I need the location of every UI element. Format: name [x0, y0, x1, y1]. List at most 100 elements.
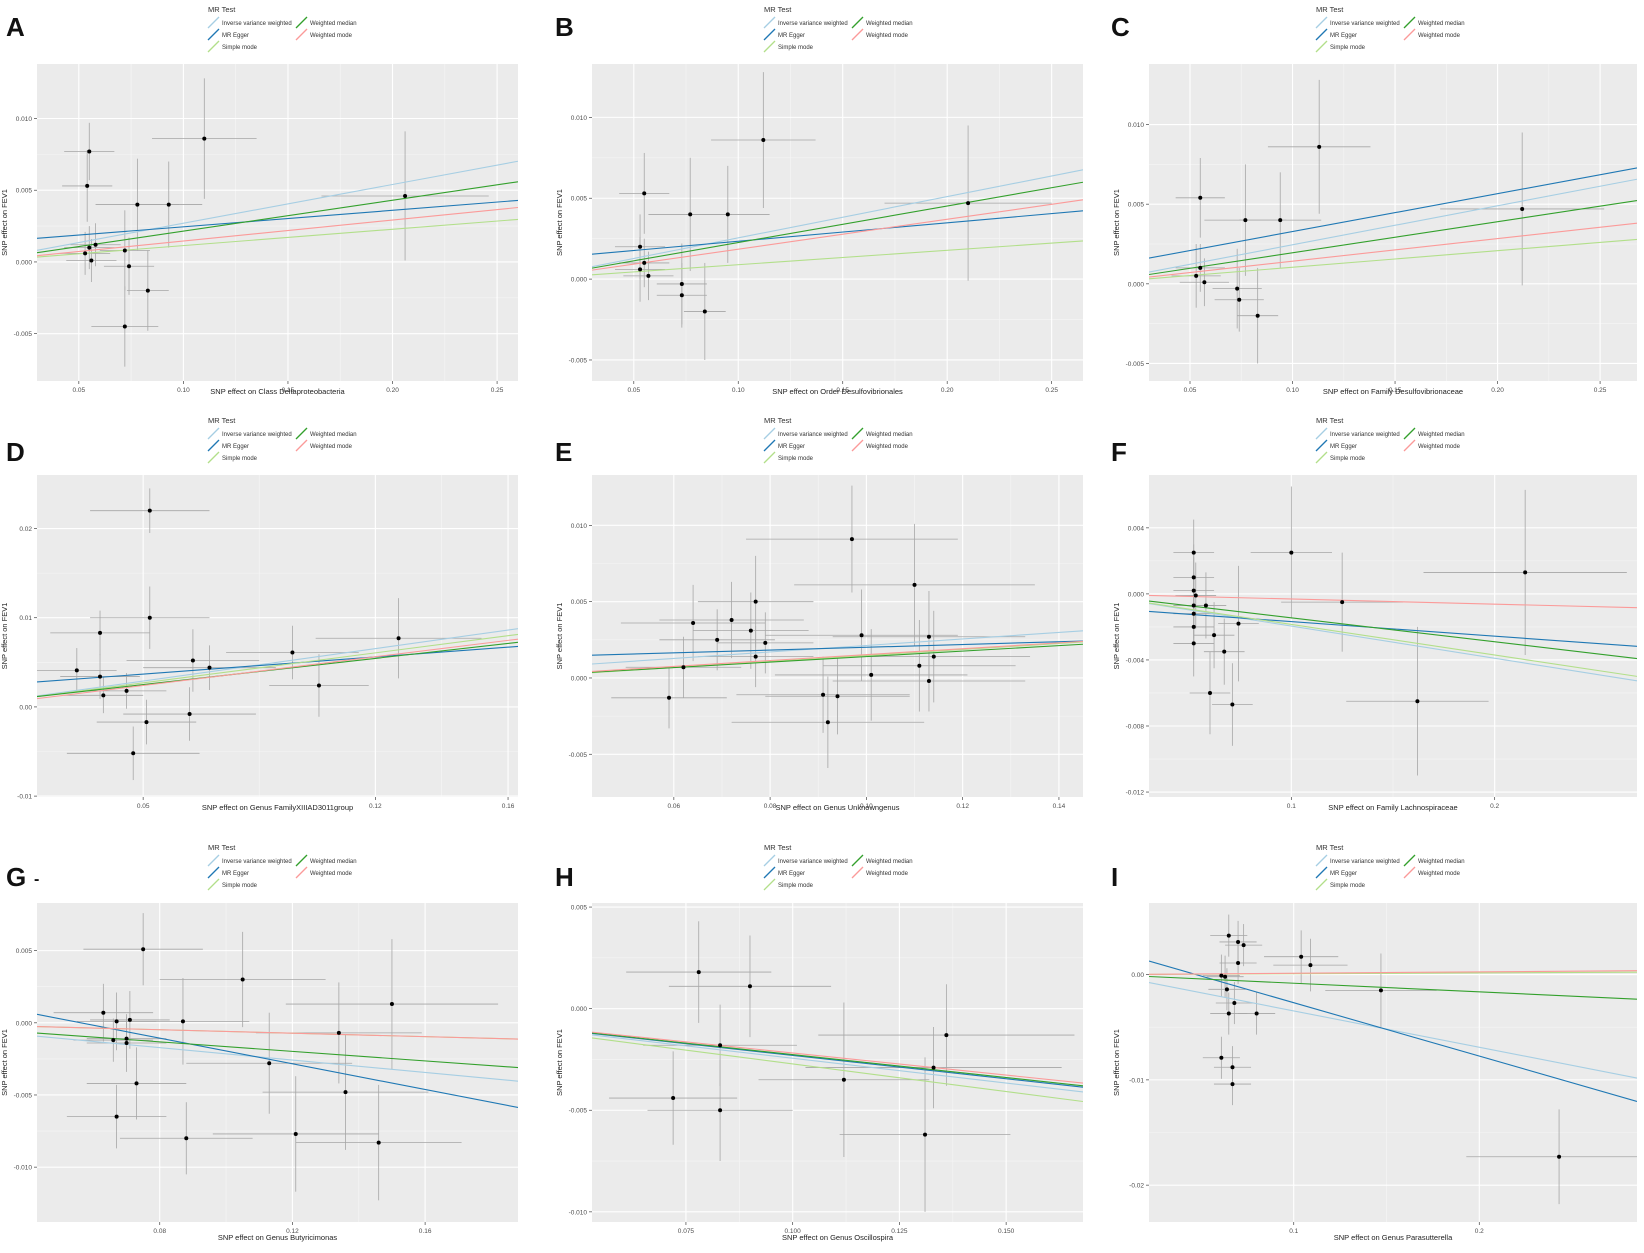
y-tick-label: 0.000	[1128, 591, 1145, 598]
y-tick-label: -0.008	[1126, 723, 1145, 730]
legend-key-line	[1315, 854, 1328, 867]
regression-line	[592, 169, 1083, 268]
x-tick-label: 0.08	[764, 803, 777, 810]
data-point	[912, 582, 917, 587]
regression-line	[592, 199, 1083, 271]
legend-label: Weighted mode	[1418, 444, 1461, 450]
x-axis-title: SNP effect on Genus Unknowngenus	[776, 803, 900, 812]
x-tick-label: 0.125	[891, 1228, 908, 1235]
regression-line	[592, 630, 1083, 665]
legend-label: Inverse variance weighted	[222, 21, 292, 27]
data-point	[667, 695, 672, 700]
legend-key-line	[851, 16, 864, 29]
legend-label: Weighted mode	[310, 871, 353, 877]
data-point	[638, 267, 643, 272]
data-point	[1202, 280, 1207, 285]
y-tick-label: 0.005	[16, 188, 33, 195]
x-tick-label: 0.075	[678, 1228, 695, 1235]
x-tick-label: 0.12	[956, 803, 969, 810]
legend-key-line	[295, 16, 308, 29]
data-point	[718, 1043, 723, 1048]
data-point	[1219, 973, 1224, 978]
data-point	[127, 264, 132, 269]
legend-label: Weighted median	[310, 21, 357, 27]
y-tick-label: -0.004	[1126, 657, 1145, 664]
regression-line	[592, 240, 1083, 276]
y-tick-label: 0.000	[16, 259, 33, 266]
data-point	[180, 1019, 185, 1024]
data-point	[1278, 218, 1283, 223]
legend-label: Weighted median	[866, 432, 913, 438]
legend-key-line	[1315, 451, 1328, 464]
data-point	[696, 970, 701, 975]
data-point	[396, 636, 401, 641]
plot-content	[592, 921, 1083, 1212]
data-point	[166, 202, 171, 207]
regression-line	[1149, 167, 1637, 259]
legend-key-line	[207, 854, 220, 867]
legend: MR Test Inverse variance weighted MR Egger…	[1315, 843, 1465, 891]
y-tick-label: 0.00	[1131, 972, 1144, 979]
legend-label: Weighted mode	[310, 444, 353, 450]
plot-content	[1149, 914, 1637, 1205]
data-point	[869, 672, 874, 677]
legend-label: Weighted median	[1418, 432, 1465, 438]
x-tick-label: 0.16	[502, 803, 515, 810]
panel-letter: F	[1111, 437, 1127, 467]
legend-key-line	[851, 28, 864, 41]
legend-label: Simple mode	[1330, 883, 1366, 889]
y-tick-label: 0.000	[16, 1020, 33, 1027]
x-tick-label: 0.25	[1045, 387, 1058, 394]
data-point	[1198, 265, 1203, 270]
panel-letter: A	[6, 12, 25, 42]
y-tick-label: 0.000	[571, 1006, 588, 1013]
data-point	[147, 508, 152, 513]
legend-key-line	[207, 878, 220, 891]
y-tick-label: 0.000	[571, 277, 588, 284]
x-axis-title: SNP effect on Genus FamilyXIIIAD3011grou…	[202, 803, 353, 812]
y-tick-label: 0.010	[1128, 122, 1145, 129]
legend-key-line	[1315, 427, 1328, 440]
x-tick-label: 0.1	[1289, 1228, 1298, 1235]
plot-content	[592, 72, 1083, 360]
regression-line	[1149, 975, 1637, 1000]
legend-key-line	[763, 866, 776, 879]
legend-label: Weighted mode	[1418, 33, 1461, 39]
data-point	[1243, 218, 1248, 223]
legend-label: Weighted median	[310, 859, 357, 865]
y-tick-label: -0.005	[569, 1108, 588, 1115]
legend-key-line	[295, 427, 308, 440]
y-tick-label: 0.01	[19, 615, 32, 622]
regression-line	[1149, 178, 1637, 273]
data-point	[718, 1108, 723, 1113]
y-tick-label: -0.005	[569, 357, 588, 364]
legend-key-line	[295, 439, 308, 452]
legend-key-line	[295, 28, 308, 41]
data-point	[1230, 702, 1235, 707]
x-tick-label: 0.150	[998, 1228, 1015, 1235]
x-tick-label: 0.06	[668, 803, 681, 810]
data-point	[187, 712, 192, 717]
data-point	[1299, 954, 1304, 959]
regression-line	[592, 1037, 1083, 1103]
legend-label: Inverse variance weighted	[222, 859, 292, 865]
data-point	[98, 630, 103, 635]
y-tick-label: 0.010	[571, 115, 588, 122]
legend-key-line	[851, 854, 864, 867]
legend-key-line	[207, 40, 220, 53]
data-point	[748, 628, 753, 633]
data-point	[135, 202, 140, 207]
data-point	[1520, 206, 1525, 211]
data-point	[145, 288, 150, 293]
data-point	[74, 668, 79, 673]
regression-line	[37, 633, 518, 698]
legend-key-line	[207, 16, 220, 29]
data-point	[1194, 273, 1199, 278]
panel-mark: -	[34, 871, 39, 888]
y-tick-label: -0.005	[1126, 361, 1145, 368]
regression-line	[592, 1034, 1083, 1093]
legend-title: MR Test	[764, 843, 792, 852]
data-point	[93, 242, 98, 247]
data-point	[825, 720, 830, 725]
